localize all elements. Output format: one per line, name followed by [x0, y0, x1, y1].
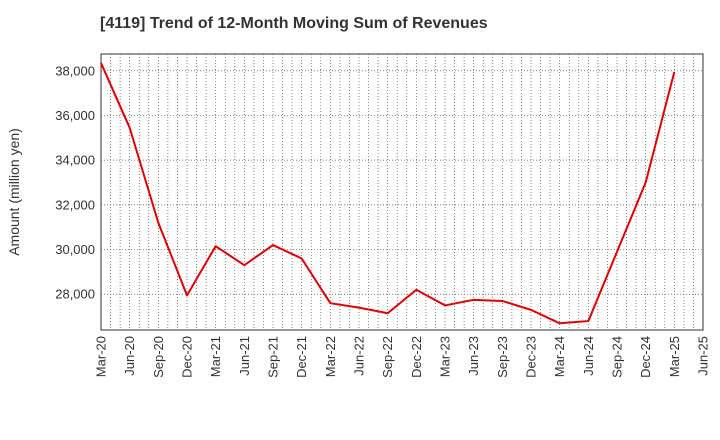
grid [101, 54, 703, 330]
x-tick-label: Jun-24 [581, 336, 596, 376]
series-layer [100, 62, 676, 325]
series-line [100, 62, 676, 325]
x-tick-label: Mar-24 [552, 336, 567, 377]
x-tick-label: Mar-22 [323, 336, 338, 377]
x-tick-label: Sep-24 [610, 336, 625, 378]
x-tick-label: Dec-24 [638, 336, 653, 378]
x-tick-label: Sep-23 [495, 336, 510, 378]
x-tick-label: Mar-21 [208, 336, 223, 377]
x-axis-tick-labels: Mar-20 Jun-20 Sep-20 Dec-20 Mar-21 Jun-21 Sep-… [94, 336, 711, 378]
chart-title: [4119] Trend of 12-Month Moving Sum of R… [100, 15, 488, 32]
x-tick-label: Mar-23 [438, 336, 453, 377]
x-tick-label: Dec-20 [180, 336, 195, 378]
y-tick-label: 38,000 [55, 63, 95, 78]
y-tick-label: 36,000 [55, 108, 95, 123]
x-tick-label: Sep-20 [151, 336, 166, 378]
plot-area-frame [100, 53, 704, 331]
x-tick-label: Mar-20 [94, 336, 109, 377]
x-tick-label: Dec-22 [409, 336, 424, 378]
y-axis-title: Amount (million yen) [6, 128, 22, 256]
x-tick-label: Dec-21 [294, 336, 309, 378]
x-tick-label: Mar-25 [667, 336, 682, 377]
x-tick-label: Jun-22 [352, 336, 367, 376]
x-tick-label: Sep-21 [266, 336, 281, 378]
x-tick-label: Jun-25 [696, 336, 711, 376]
x-tick-label: Dec-23 [524, 336, 539, 378]
y-tick-label: 30,000 [55, 242, 95, 257]
y-tick-label: 32,000 [55, 197, 95, 212]
y-tick-label: 28,000 [55, 287, 95, 302]
y-tick-label: 34,000 [55, 153, 95, 168]
y-axis-tick-labels: 28,000 30,000 32,000 34,000 36,000 38,000 [55, 63, 95, 301]
x-tick-label: Jun-21 [237, 336, 252, 376]
x-tick-label: Jun-23 [466, 336, 481, 376]
x-tick-label: Jun-20 [122, 336, 137, 376]
x-tick-label: Sep-22 [380, 336, 395, 378]
